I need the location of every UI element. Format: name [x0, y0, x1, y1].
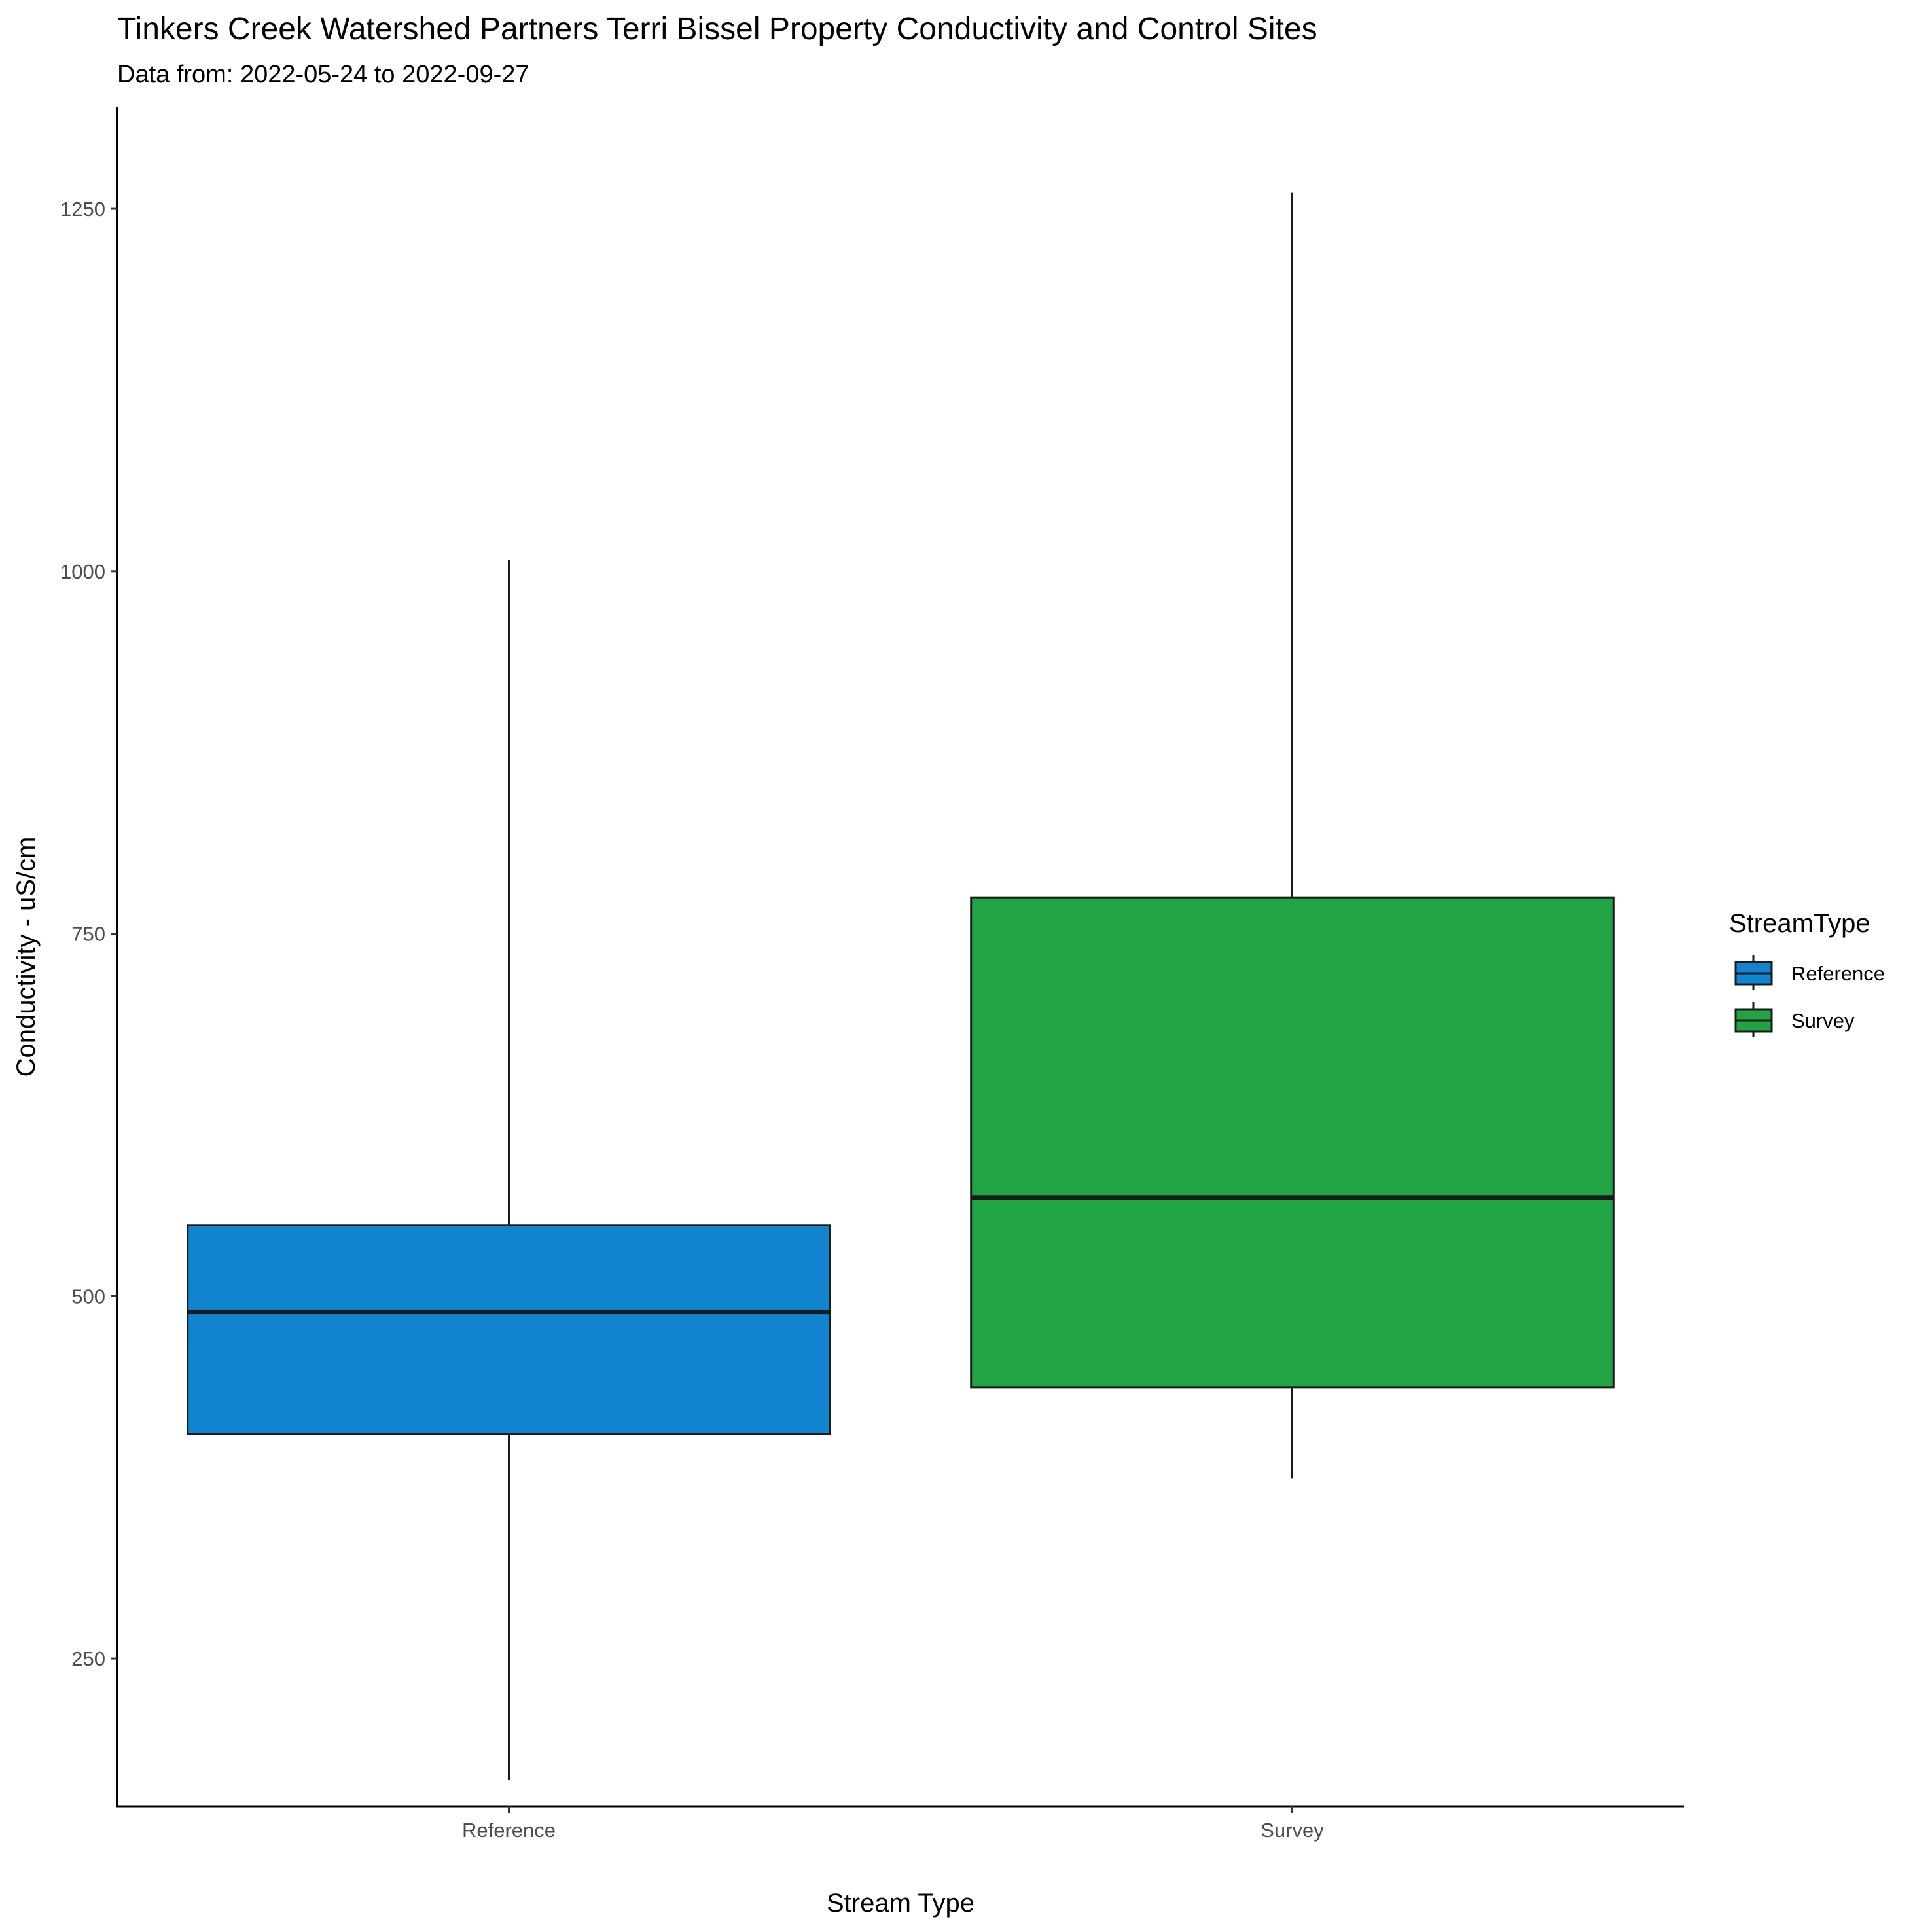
box-survey [970, 192, 1615, 1479]
boxes [187, 192, 1615, 1781]
legend-label: Survey [1791, 1009, 1855, 1032]
legend-label: Reference [1791, 962, 1885, 985]
y-tick-label: 1250 [60, 198, 105, 221]
legend-item-survey: Survey [1734, 1002, 1855, 1037]
y-tick-label: 750 [71, 923, 105, 946]
box-reference [187, 560, 831, 1781]
x-ticks: Reference Survey [462, 1806, 1324, 1842]
box-body [187, 1224, 831, 1435]
legend-item-reference: Reference [1734, 955, 1885, 990]
legend-keys: Reference Survey [1734, 955, 1885, 1037]
legend-title: StreamType [1729, 909, 1870, 938]
y-tick-label: 500 [71, 1285, 105, 1308]
x-tick-label: Survey [1261, 1819, 1324, 1842]
legend: StreamType Reference Survey [1729, 909, 1885, 1037]
chart-title: Tinkers Creek Watershed Partners Terri B… [117, 12, 1317, 46]
box-body [970, 896, 1615, 1389]
y-ticks: 250 500 750 1000 1250 [60, 198, 117, 1670]
x-axis-title: Stream Type [827, 1889, 975, 1918]
y-tick-label: 250 [71, 1647, 105, 1670]
plot-panel: 250 500 750 1000 1250 Reference Survey [60, 107, 1684, 1842]
y-tick-label: 1000 [60, 560, 105, 583]
x-tick-label: Reference [462, 1819, 556, 1842]
chart-subtitle: Data from: 2022-05-24 to 2022-09-27 [117, 61, 529, 88]
y-axis-title: Conductivity - uS/cm [12, 837, 41, 1077]
